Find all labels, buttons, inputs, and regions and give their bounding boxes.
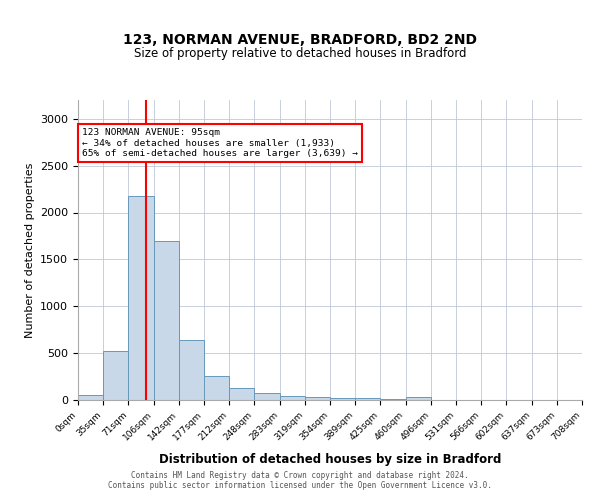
Bar: [154, 240, 179, 400]
Bar: [254, 392, 280, 400]
Text: Contains HM Land Registry data © Crown copyright and database right 2024.
Contai: Contains HM Land Registry data © Crown c…: [108, 470, 492, 490]
X-axis label: Distribution of detached houses by size in Bradford: Distribution of detached houses by size …: [159, 453, 501, 466]
Bar: [229, 388, 254, 400]
Bar: [380, 398, 406, 400]
Text: 123, NORMAN AVENUE, BRADFORD, BD2 2ND: 123, NORMAN AVENUE, BRADFORD, BD2 2ND: [123, 32, 477, 46]
Y-axis label: Number of detached properties: Number of detached properties: [25, 162, 35, 338]
Bar: [103, 351, 128, 400]
Bar: [78, 396, 103, 400]
Bar: [406, 397, 431, 400]
Bar: [330, 398, 355, 400]
Bar: [128, 196, 154, 400]
Bar: [280, 396, 305, 400]
Bar: [305, 397, 330, 400]
Text: Size of property relative to detached houses in Bradford: Size of property relative to detached ho…: [134, 48, 466, 60]
Bar: [179, 340, 204, 400]
Text: 123 NORMAN AVENUE: 95sqm
← 34% of detached houses are smaller (1,933)
65% of sem: 123 NORMAN AVENUE: 95sqm ← 34% of detach…: [82, 128, 358, 158]
Bar: [204, 376, 229, 400]
Bar: [355, 398, 380, 400]
